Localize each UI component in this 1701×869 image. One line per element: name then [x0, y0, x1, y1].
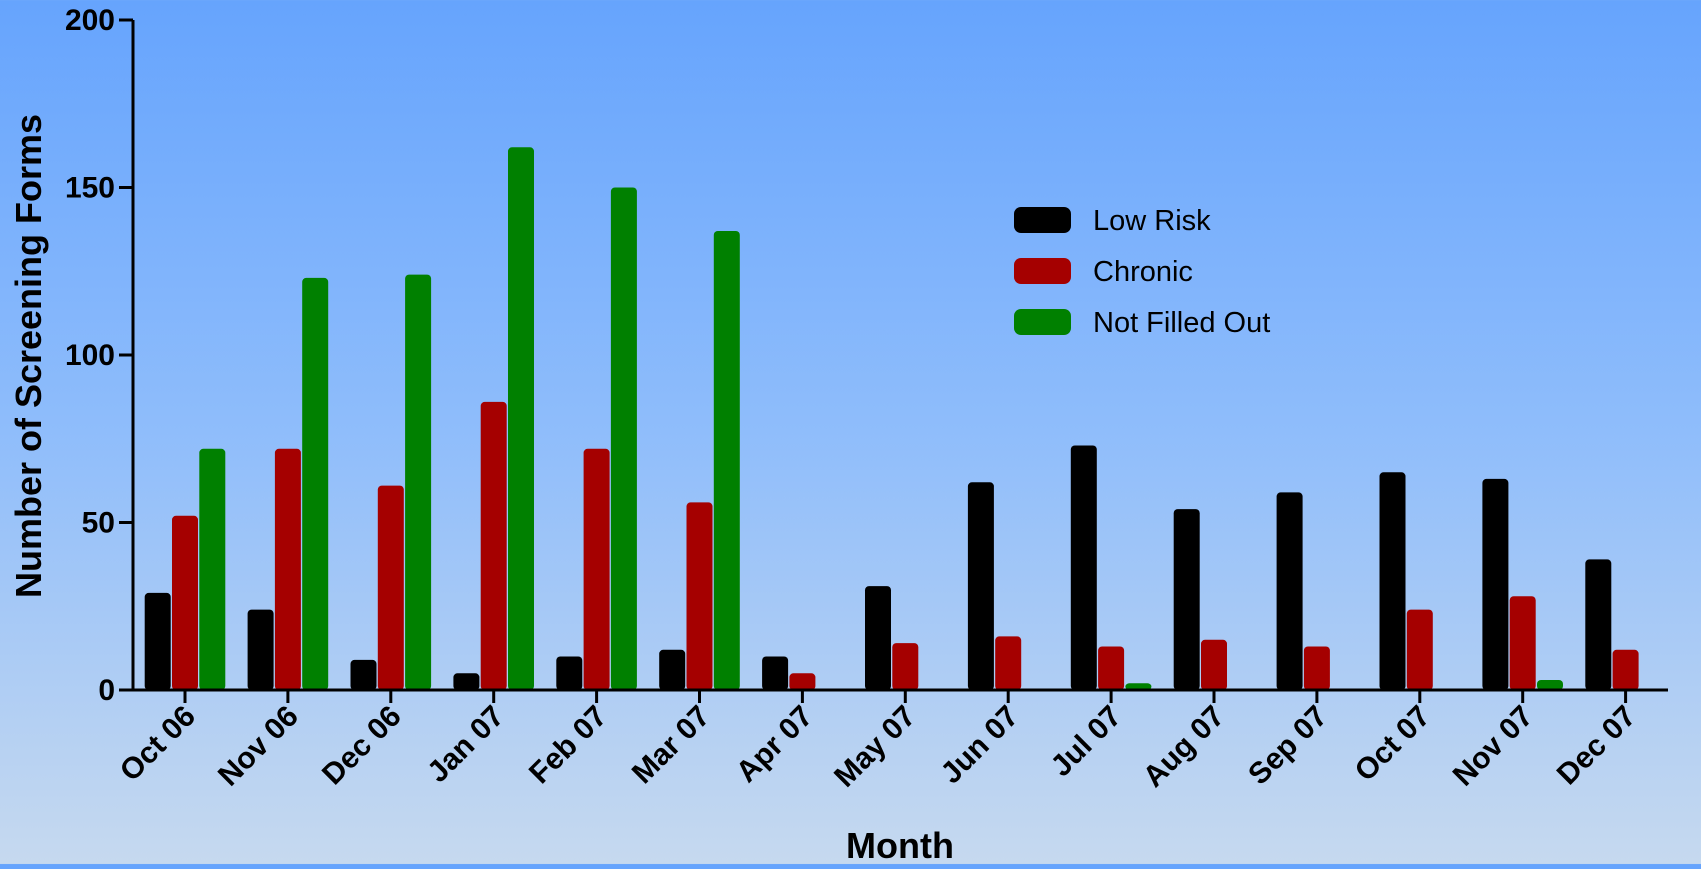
- y-axis-title: Number of Screening Forms: [8, 114, 49, 598]
- bar-chronic-nov-07: [1509, 596, 1536, 690]
- bar-not-filled-out-nov-06: [302, 277, 329, 690]
- bar-not-filled-out-feb-07: [610, 187, 637, 690]
- x-tick-label-oct-07: Oct 07: [1349, 700, 1437, 788]
- bar-chronic-jun-07: [995, 636, 1022, 690]
- x-tick-label-nov-06: Nov 06: [212, 700, 305, 793]
- bar-chronic-mar-07: [686, 502, 713, 690]
- legend-label-chronic: Chronic: [1093, 256, 1193, 288]
- bar-low-risk-oct-07: [1379, 472, 1406, 691]
- x-tick-label-oct-06: Oct 06: [114, 700, 202, 788]
- bar-chronic-oct-06: [172, 515, 198, 690]
- x-tick-label-dec-07: Dec 07: [1551, 700, 1643, 792]
- bar-chronic-jul-07: [1098, 646, 1125, 690]
- legend-swatch-chronic: [1014, 258, 1071, 284]
- x-tick-label-may-07: May 07: [828, 700, 922, 794]
- x-tick-label-aug-07: Aug 07: [1137, 700, 1231, 794]
- bar-low-risk-jul-07: [1070, 445, 1097, 690]
- bar-low-risk-dec-06: [350, 659, 377, 690]
- y-tick-label-150: 150: [65, 172, 115, 205]
- x-tick-label-jul-07: Jul 07: [1045, 700, 1128, 783]
- bar-low-risk-may-07: [865, 586, 891, 690]
- legend-label-not-filled-out: Not Filled Out: [1093, 307, 1270, 339]
- bar-not-filled-out-mar-07: [713, 231, 740, 690]
- bars-layer: [144, 147, 1639, 691]
- x-tick-label-mar-07: Mar 07: [626, 700, 717, 791]
- bar-chronic-apr-07: [789, 673, 816, 691]
- bar-low-risk-aug-07: [1173, 509, 1200, 690]
- bar-chronic-sep-07: [1303, 646, 1330, 690]
- x-tick-label-apr-07: Apr 07: [730, 700, 819, 789]
- bar-chronic-jan-07: [480, 401, 507, 690]
- bar-low-risk-apr-07: [762, 656, 789, 690]
- legend-swatch-low-risk: [1014, 207, 1071, 233]
- legend-label-low-risk: Low Risk: [1093, 205, 1211, 237]
- y-tick-label-100: 100: [65, 339, 115, 372]
- bar-chronic-nov-06: [274, 448, 301, 690]
- bar-not-filled-out-jan-07: [508, 147, 534, 691]
- x-tick-label-sep-07: Sep 07: [1242, 700, 1334, 792]
- bar-low-risk-dec-07: [1585, 559, 1612, 690]
- y-tick-label-200: 200: [65, 4, 115, 37]
- bar-not-filled-out-dec-06: [405, 274, 432, 690]
- bar-low-risk-mar-07: [659, 649, 686, 690]
- y-tick-label-50: 50: [82, 507, 115, 540]
- bar-chronic-dec-07: [1612, 649, 1639, 690]
- bar-low-risk-jun-07: [967, 482, 994, 690]
- bar-not-filled-out-oct-06: [199, 448, 226, 690]
- x-axis-title: Month: [846, 825, 954, 864]
- bar-low-risk-oct-06: [144, 592, 171, 690]
- bar-low-risk-sep-07: [1276, 492, 1303, 690]
- x-tick-label-jun-07: Jun 07: [935, 700, 1026, 791]
- x-tick-label-nov-07: Nov 07: [1447, 700, 1540, 793]
- bar-chronic-may-07: [892, 643, 919, 690]
- bar-chronic-oct-07: [1406, 609, 1433, 690]
- x-tick-label-feb-07: Feb 07: [523, 700, 614, 791]
- y-tick-label-0: 0: [98, 674, 115, 707]
- bar-low-risk-jan-07: [453, 673, 480, 691]
- x-tick-label-jan-07: Jan 07: [421, 700, 510, 789]
- bar-low-risk-nov-07: [1482, 478, 1509, 690]
- legend: Low Risk Chronic Not Filled Out: [1014, 205, 1270, 339]
- bar-not-filled-out-jul-07: [1125, 683, 1152, 690]
- bar-chronic-dec-06: [377, 485, 404, 690]
- bar-not-filled-out-nov-07: [1537, 680, 1563, 690]
- bar-low-risk-nov-06: [247, 609, 274, 690]
- x-tick-label-dec-06: Dec 06: [316, 700, 408, 792]
- bar-low-risk-feb-07: [556, 656, 583, 690]
- bar-chronic-aug-07: [1201, 639, 1227, 691]
- bar-chronic-feb-07: [583, 448, 610, 690]
- legend-swatch-not-filled-out: [1014, 309, 1071, 335]
